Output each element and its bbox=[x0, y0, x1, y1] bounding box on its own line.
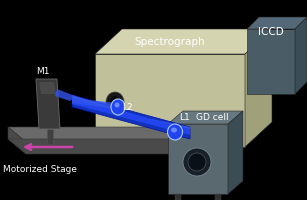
Polygon shape bbox=[36, 80, 60, 129]
Polygon shape bbox=[168, 111, 243, 124]
Polygon shape bbox=[72, 99, 190, 135]
Polygon shape bbox=[95, 55, 245, 147]
Text: Spectrograph: Spectrograph bbox=[135, 37, 205, 47]
Polygon shape bbox=[8, 127, 26, 154]
Ellipse shape bbox=[111, 100, 125, 115]
Text: Motorized Stage: Motorized Stage bbox=[3, 165, 77, 174]
Text: ICCD: ICCD bbox=[258, 27, 284, 37]
Polygon shape bbox=[200, 127, 218, 154]
Polygon shape bbox=[247, 30, 295, 95]
Ellipse shape bbox=[115, 103, 119, 108]
Ellipse shape bbox=[106, 93, 124, 112]
Polygon shape bbox=[95, 30, 272, 55]
Text: M1: M1 bbox=[36, 67, 50, 76]
Text: L1: L1 bbox=[179, 113, 190, 122]
Text: GD cell: GD cell bbox=[196, 113, 229, 122]
Ellipse shape bbox=[171, 128, 177, 133]
Polygon shape bbox=[168, 124, 228, 194]
Ellipse shape bbox=[110, 97, 120, 108]
Polygon shape bbox=[247, 18, 307, 30]
Polygon shape bbox=[215, 194, 221, 200]
Polygon shape bbox=[47, 129, 53, 144]
Polygon shape bbox=[72, 96, 190, 132]
Polygon shape bbox=[245, 30, 272, 147]
Polygon shape bbox=[175, 194, 181, 200]
Polygon shape bbox=[55, 90, 75, 101]
Polygon shape bbox=[228, 111, 243, 194]
Polygon shape bbox=[72, 99, 115, 109]
Ellipse shape bbox=[188, 153, 206, 171]
Ellipse shape bbox=[183, 148, 211, 176]
Polygon shape bbox=[8, 127, 218, 142]
Polygon shape bbox=[115, 103, 118, 114]
Polygon shape bbox=[39, 83, 56, 95]
Polygon shape bbox=[8, 139, 218, 154]
Polygon shape bbox=[72, 96, 190, 139]
Polygon shape bbox=[295, 18, 307, 95]
Text: L2: L2 bbox=[122, 103, 133, 112]
Ellipse shape bbox=[168, 124, 182, 140]
